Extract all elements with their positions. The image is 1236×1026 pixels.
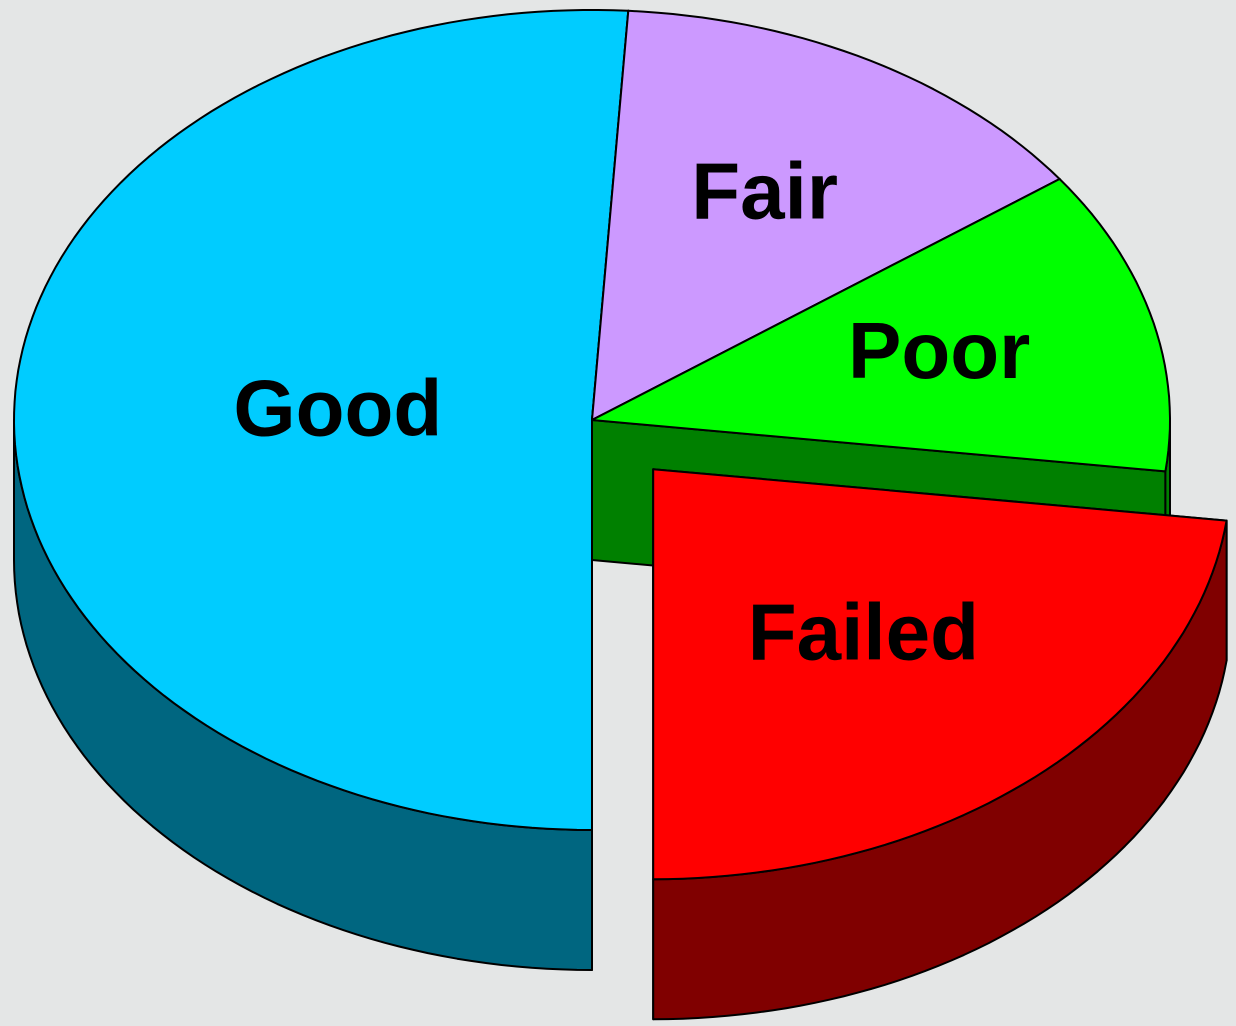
slice-top xyxy=(13,9,630,831)
slice-label: Good xyxy=(233,363,442,452)
slice-top xyxy=(591,178,1171,473)
slice xyxy=(652,468,1228,1021)
slice-label: Failed xyxy=(748,587,979,676)
slice-top xyxy=(591,9,1061,421)
slice-label: Poor xyxy=(848,306,1030,395)
slice-label: Fair xyxy=(691,146,838,235)
slice-top xyxy=(652,468,1228,881)
